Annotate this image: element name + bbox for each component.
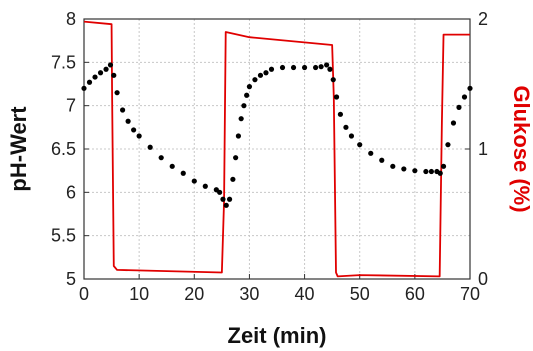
y-left-tick-labels: 5 5.5 6 6.5 7 7.5 8 [51, 9, 76, 289]
ph-data-point [327, 66, 333, 72]
ph-data-point [131, 127, 137, 133]
ph-data-point [423, 168, 429, 175]
y-right-tick-label: 1 [478, 139, 488, 159]
ph-data-point [440, 163, 447, 169]
x-tick-labels: 0 10 20 30 40 50 60 70 [79, 284, 480, 304]
ph-data-point [412, 168, 418, 174]
y-right-tick-labels: 0 1 2 [478, 9, 488, 289]
ph-data-point [268, 66, 275, 72]
y-left-tick-label: 6 [66, 182, 76, 202]
x-axis-title: Zeit (min) [228, 323, 327, 348]
ph-data-point [445, 142, 451, 148]
ph-data-point [357, 142, 363, 148]
ph-data-point [437, 170, 443, 176]
ph-data-point [107, 62, 114, 68]
ph-data-point [301, 64, 308, 71]
y-right-tick-label: 0 [478, 269, 488, 289]
ph-data-point [226, 196, 233, 202]
y-left-tick-label: 5 [66, 269, 76, 289]
ph-data-point [81, 85, 87, 91]
ph-series [81, 62, 473, 208]
ph-data-point [202, 183, 208, 189]
ph-data-point [324, 62, 330, 68]
ph-data-point [257, 72, 264, 78]
ph-data-point [223, 202, 229, 208]
ph-data-point [241, 103, 247, 109]
x-tick-label: 50 [350, 284, 370, 304]
ph-data-point [230, 176, 236, 182]
ph-data-point [125, 118, 131, 124]
ph-data-point [92, 74, 98, 80]
ph-data-point [467, 85, 473, 91]
ph-data-point [136, 133, 142, 139]
y-right-tick-label: 2 [478, 9, 488, 29]
y-right-axis-title: Glukose (%) [509, 85, 533, 212]
ph-data-point [103, 66, 109, 72]
ph-data-point [379, 157, 385, 163]
ph-data-point [313, 64, 319, 71]
y-left-tick-label: 6.5 [51, 139, 76, 159]
ph-data-point [279, 64, 286, 71]
ph-data-point [244, 92, 250, 98]
ph-data-point [191, 178, 197, 184]
x-tick-label: 10 [129, 284, 149, 304]
ph-data-point [147, 144, 153, 150]
y-left-tick-label: 7.5 [51, 52, 76, 72]
ph-data-point [318, 64, 324, 70]
ph-data-point [246, 84, 253, 90]
ph-data-point [235, 133, 241, 139]
ph-data-point [217, 189, 223, 195]
ph-data-point [114, 90, 120, 96]
ph-data-point [86, 79, 93, 85]
grid [84, 19, 470, 279]
y-left-axis-title: pH-Wert [6, 106, 31, 192]
y-left-tick-label: 5.5 [51, 226, 76, 246]
ph-data-point [238, 116, 244, 122]
x-tick-label: 30 [239, 284, 259, 304]
ph-data-point [233, 155, 239, 161]
ph-data-point [252, 77, 258, 83]
ph-data-point [111, 72, 117, 78]
ph-data-point [337, 111, 344, 117]
ph-data-point [456, 104, 462, 110]
ph-data-point [461, 94, 468, 100]
y-left-tick-label: 8 [66, 9, 76, 29]
ph-data-point [330, 77, 336, 83]
ph-data-point [390, 163, 396, 169]
ph-data-point [97, 70, 104, 76]
ph-data-point [348, 133, 355, 139]
ph-data-point [158, 155, 164, 161]
ph-data-point [368, 150, 374, 156]
y-left-tick-label: 7 [66, 96, 76, 116]
x-tick-label: 60 [405, 284, 425, 304]
x-tick-label: 20 [184, 284, 204, 304]
glucose-series-line [83, 20, 470, 278]
ph-data-point [220, 196, 226, 202]
ph-data-point [263, 70, 269, 76]
ph-data-point [120, 107, 126, 113]
ph-data-point [450, 120, 457, 126]
x-tick-label: 70 [460, 284, 480, 304]
ph-data-point [290, 64, 297, 71]
ph-data-point [401, 166, 407, 172]
ph-data-point [180, 170, 186, 176]
x-tick-label: 40 [295, 284, 315, 304]
x-tick-label: 0 [79, 284, 89, 304]
ph-data-point [333, 94, 340, 100]
ph-data-point [428, 168, 434, 175]
series-layer [81, 20, 473, 278]
ph-data-point [169, 163, 175, 169]
ph-data-point [343, 124, 349, 130]
tick-marks [83, 18, 471, 280]
